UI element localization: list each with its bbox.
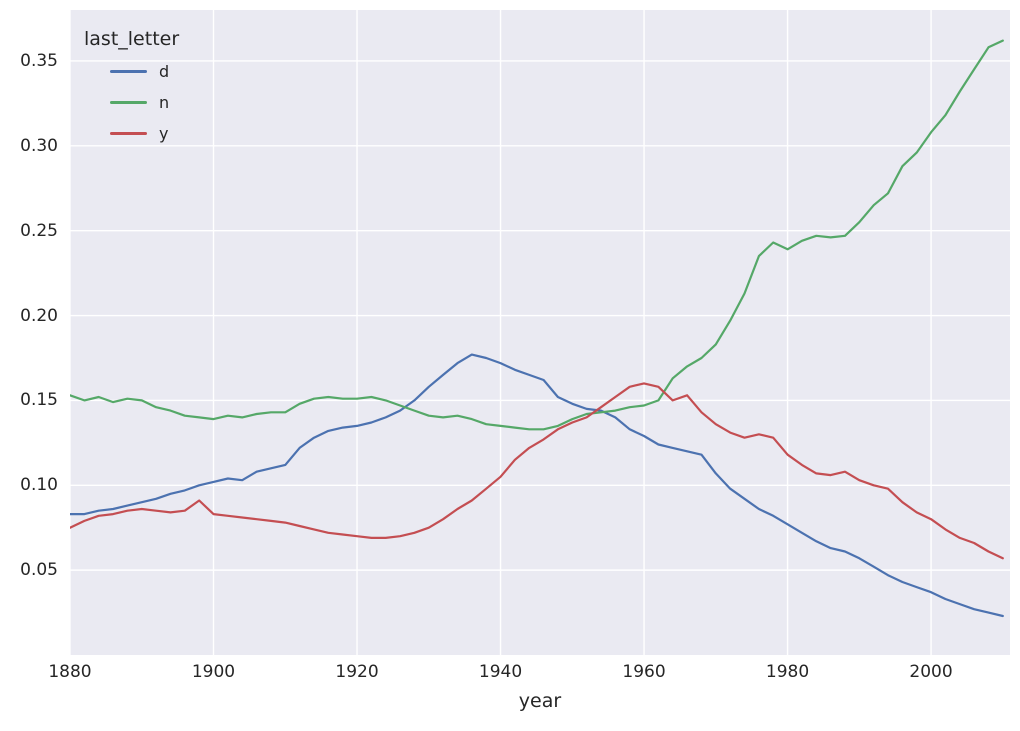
x-tick-label: 1900 xyxy=(191,662,236,682)
x-tick-label: 2000 xyxy=(909,662,953,682)
chart-canvas xyxy=(70,10,1010,655)
y-tick-label: 0.25 xyxy=(20,220,58,241)
legend-item-y: y xyxy=(84,118,179,149)
x-axis-label: year xyxy=(518,690,562,712)
y-tick-label: 0.30 xyxy=(20,135,58,156)
x-tick-label: 1920 xyxy=(335,662,379,682)
legend-item-label: d xyxy=(159,62,170,81)
y-tick-label: 0.10 xyxy=(20,475,58,496)
legend-swatch-n xyxy=(110,101,147,104)
series-line-n xyxy=(70,39,1004,431)
legend-item-d: d xyxy=(84,56,179,87)
y-tick-label: 0.05 xyxy=(20,560,58,581)
series-line-y xyxy=(70,382,1004,560)
series-line-d xyxy=(70,353,1004,618)
y-tick-label: 0.20 xyxy=(20,305,58,326)
legend-item-n: n xyxy=(84,87,179,118)
x-tick-label: 1940 xyxy=(478,662,523,682)
y-tick-label: 0.15 xyxy=(20,390,58,411)
legend-swatch-d xyxy=(110,70,147,73)
x-tick-label: 1960 xyxy=(622,662,666,682)
legend-item-label: y xyxy=(159,124,169,143)
legend-title: last_letter xyxy=(84,28,180,50)
y-tick-label: 0.35 xyxy=(20,50,58,71)
plot-area xyxy=(70,10,1010,655)
legend-item-label: n xyxy=(159,93,170,112)
x-tick-label: 1980 xyxy=(765,662,810,682)
x-tick-label: 1880 xyxy=(48,662,92,682)
legend-swatch-y xyxy=(110,132,147,135)
